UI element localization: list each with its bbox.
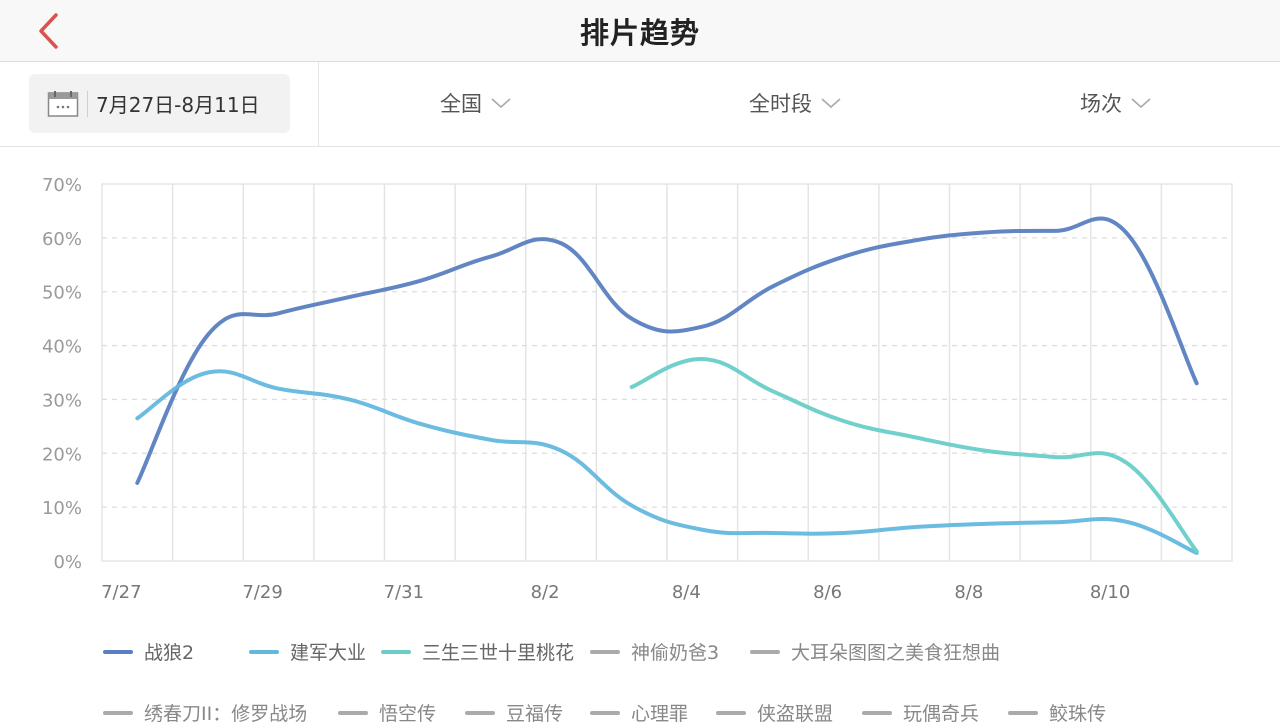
x-axis-tick-label: 8/8 (954, 582, 983, 603)
chevron-down-icon (821, 98, 841, 109)
legend-label: 豆福传 (506, 703, 564, 725)
x-axis-tick-label: 8/2 (531, 582, 560, 603)
legend-label: 建军大业 (290, 642, 367, 664)
legend-item[interactable]: 三生三世十里桃花 (381, 638, 574, 665)
legend-swatch-icon (716, 710, 746, 715)
x-axis-tick-label: 7/27 (101, 582, 141, 603)
chevron-down-icon (491, 98, 511, 109)
chevron-left-icon (39, 13, 58, 49)
x-axis-tick-label: 8/10 (1090, 582, 1130, 603)
legend-swatch-icon (465, 710, 495, 715)
metric-label: 场次 (1080, 92, 1122, 116)
back-button[interactable] (30, 10, 70, 52)
y-axis-tick-label: 20% (42, 444, 82, 465)
legend-item[interactable]: 战狼2 (103, 638, 194, 665)
x-axis-tick-label: 8/4 (672, 582, 701, 603)
legend-item[interactable]: 神偷奶爸3 (590, 638, 719, 665)
x-axis-tick-label: 7/31 (384, 582, 424, 603)
y-axis-tick-label: 0% (53, 552, 82, 573)
legend-label: 悟空传 (379, 703, 437, 725)
y-axis-tick-label: 30% (42, 390, 82, 411)
legend-swatch-icon (249, 649, 279, 654)
legend-item[interactable]: 心理罪 (590, 699, 688, 726)
legend-label: 玩偶奇兵 (903, 703, 980, 725)
legend-item[interactable]: 侠盗联盟 (716, 699, 833, 726)
divider (87, 90, 88, 117)
time-slot-dropdown[interactable]: 全时段 (749, 88, 842, 118)
legend-label: 鲛珠传 (1049, 703, 1107, 725)
legend-swatch-icon (750, 649, 780, 654)
region-dropdown[interactable]: 全国 (440, 88, 512, 118)
legend-label: 神偷奶爸3 (631, 642, 720, 664)
legend-swatch-icon (1008, 710, 1038, 715)
legend-label: 侠盗联盟 (757, 703, 834, 725)
time-slot-label: 全时段 (749, 92, 812, 116)
legend-swatch-icon (862, 710, 892, 715)
filter-bar: 7月27日-8月11日 全国 全时段 场次 (0, 62, 1280, 147)
series-line (135, 369, 1199, 555)
legend-swatch-icon (590, 649, 620, 654)
y-axis-tick-label: 40% (42, 337, 82, 358)
y-axis-tick-label: 60% (42, 229, 82, 250)
x-axis-tick-label: 8/6 (813, 582, 842, 603)
legend-item[interactable]: 建军大业 (249, 638, 366, 665)
legend-item[interactable]: 鲛珠传 (1008, 699, 1106, 726)
legend-label: 战狼2 (144, 642, 195, 664)
line-chart: 0% 10% 20% 30% 40% 50% 60% 70% 7/27 7/29 7/31 8/2 8/… (42, 175, 1233, 603)
date-range-label: 7月27日-8月11日 (96, 93, 260, 117)
y-axis-tick-label: 10% (42, 498, 82, 519)
legend-swatch-icon (103, 649, 133, 654)
series-line (629, 357, 1199, 554)
date-range-button[interactable]: 7月27日-8月11日 (29, 74, 290, 133)
x-axis-tick-label: 7/29 (242, 582, 282, 603)
chart-legend: 战狼2 建军大业 三生三世十里桃花 神偷奶爸3 大耳朵图图之美食狂想曲绣春刀II：修罗战… (0, 620, 1280, 725)
legend-item[interactable]: 大耳朵图图之美食狂想曲 (750, 638, 1000, 665)
legend-label: 心理罪 (631, 703, 689, 725)
series-line (135, 216, 1199, 485)
y-axis-tick-label: 50% (42, 283, 82, 304)
y-axis-tick-label: 70% (42, 175, 82, 196)
legend-item[interactable]: 玩偶奇兵 (862, 699, 979, 726)
calendar-icon (47, 90, 79, 117)
legend-swatch-icon (103, 710, 133, 715)
legend-label: 大耳朵图图之美食狂想曲 (791, 642, 1001, 664)
legend-item[interactable]: 绣春刀II：修罗战场 (103, 699, 307, 726)
nav-bar: 排片趋势 (0, 0, 1280, 62)
legend-item[interactable]: 悟空传 (338, 699, 436, 726)
divider (318, 62, 319, 146)
legend-label: 三生三世十里桃花 (422, 642, 575, 664)
chevron-down-icon (1131, 98, 1151, 109)
page-title: 排片趋势 (579, 16, 700, 50)
legend-item[interactable]: 豆福传 (465, 699, 563, 726)
metric-dropdown[interactable]: 场次 (1080, 88, 1152, 118)
legend-swatch-icon (590, 710, 620, 715)
legend-swatch-icon (338, 710, 368, 715)
region-label: 全国 (440, 92, 482, 116)
legend-swatch-icon (381, 649, 411, 654)
legend-label: 绣春刀II：修罗战场 (144, 703, 308, 725)
